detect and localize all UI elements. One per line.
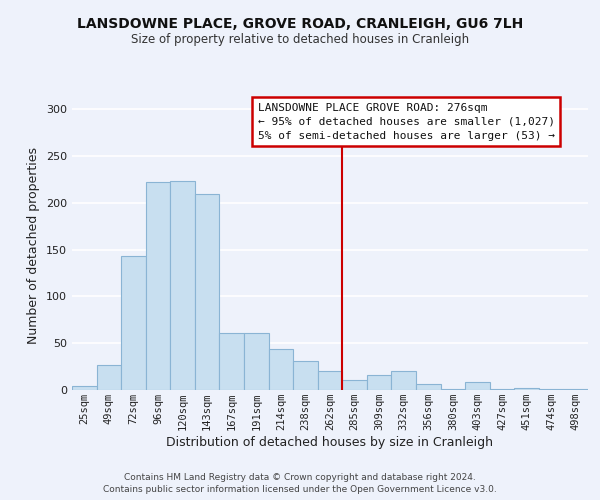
Bar bbox=[121, 256, 146, 390]
X-axis label: Distribution of detached houses by size in Cranleigh: Distribution of detached houses by size … bbox=[167, 436, 493, 449]
Bar bbox=[170, 182, 195, 390]
Bar bbox=[146, 182, 170, 390]
Bar bbox=[318, 372, 342, 390]
Text: Contains HM Land Registry data © Crown copyright and database right 2024.: Contains HM Land Registry data © Crown c… bbox=[124, 472, 476, 482]
Bar bbox=[367, 375, 391, 390]
Bar bbox=[72, 386, 97, 390]
Text: LANSDOWNE PLACE, GROVE ROAD, CRANLEIGH, GU6 7LH: LANSDOWNE PLACE, GROVE ROAD, CRANLEIGH, … bbox=[77, 18, 523, 32]
Text: Size of property relative to detached houses in Cranleigh: Size of property relative to detached ho… bbox=[131, 32, 469, 46]
Bar bbox=[220, 333, 244, 390]
Text: LANSDOWNE PLACE GROVE ROAD: 276sqm
← 95% of detached houses are smaller (1,027)
: LANSDOWNE PLACE GROVE ROAD: 276sqm ← 95%… bbox=[258, 103, 555, 141]
Bar bbox=[440, 389, 465, 390]
Bar bbox=[490, 389, 514, 390]
Bar bbox=[514, 388, 539, 390]
Bar bbox=[195, 194, 220, 390]
Bar bbox=[465, 382, 490, 390]
Bar bbox=[391, 372, 416, 390]
Bar bbox=[342, 380, 367, 390]
Text: Contains public sector information licensed under the Open Government Licence v3: Contains public sector information licen… bbox=[103, 485, 497, 494]
Bar bbox=[416, 384, 440, 390]
Bar bbox=[563, 389, 588, 390]
Bar bbox=[269, 349, 293, 390]
Y-axis label: Number of detached properties: Number of detached properties bbox=[28, 146, 40, 344]
Bar bbox=[293, 361, 318, 390]
Bar bbox=[539, 389, 563, 390]
Bar bbox=[97, 364, 121, 390]
Bar bbox=[244, 333, 269, 390]
